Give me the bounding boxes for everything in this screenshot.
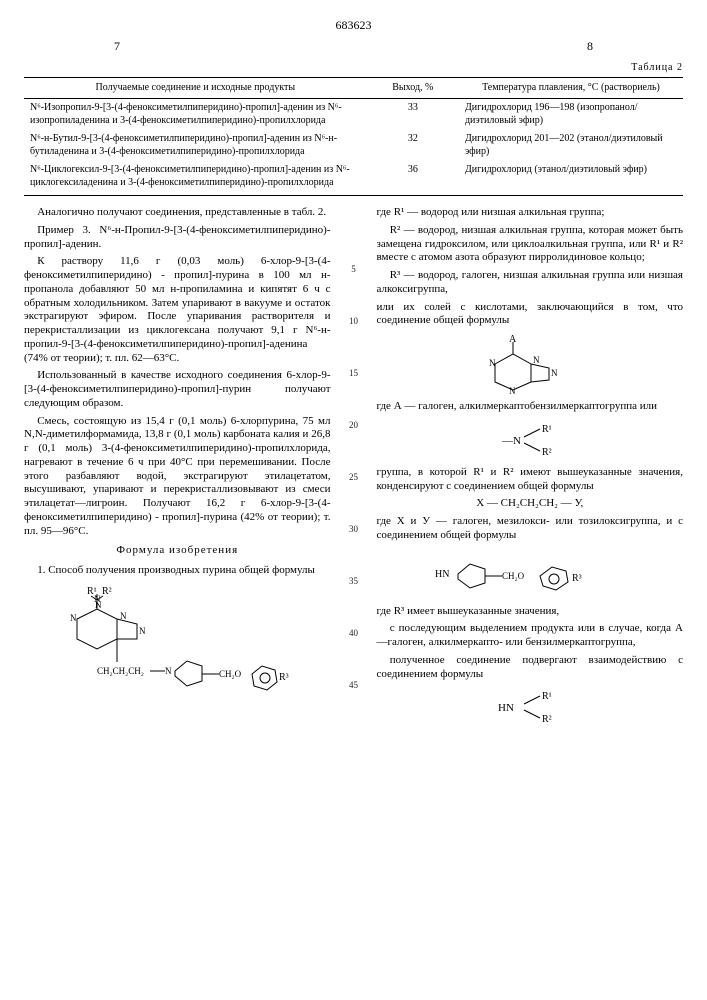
page-right: 8	[587, 39, 593, 54]
paragraph: Использованный в качестве исходного соед…	[24, 369, 331, 410]
table-2: Таблица 2 Получаемые соединение и исходн…	[24, 62, 683, 196]
svg-text:HN: HN	[498, 702, 514, 714]
structure-main: N N N N R¹ R² N CH₂CH₂CH₂ N	[24, 584, 331, 714]
svg-text:R²: R²	[102, 586, 112, 597]
paragraph: где X и У — галоген, мезилокси- или този…	[377, 515, 684, 543]
paragraph: Аналогично получают соединения, представ…	[24, 206, 331, 220]
paragraph: К раствору 11,6 г (0,03 моль) 6-хлор-9-[…	[24, 255, 331, 365]
table-row: N⁶-н-Бутил-9-[3-(4-феноксиметилпиперидин…	[24, 130, 683, 161]
table-header: Выход, %	[367, 77, 459, 99]
svg-text:—N: —N	[501, 435, 521, 447]
svg-text:N: N	[70, 613, 77, 623]
paragraph: 1. Способ получения производных пурина о…	[24, 564, 331, 578]
paragraph: Пример 3. N⁶-н-Пропил-9-[3-(4-феноксимет…	[24, 224, 331, 252]
paragraph: полученное соединение подвергают взаимод…	[377, 654, 684, 682]
chem-svg-icon: HN R¹ R²	[490, 687, 570, 727]
claims-heading: Формула изобретения	[24, 544, 331, 558]
structure-purine-a: A N N N N	[377, 334, 684, 394]
two-column-body: Аналогично получают соединения, представ…	[24, 206, 683, 733]
table-header: Получаемые соединение и исходные продукт…	[24, 77, 367, 99]
chem-svg-icon: A N N N N	[475, 334, 585, 394]
chem-svg-icon: N N N N R¹ R² N CH₂CH₂CH₂ N	[47, 584, 307, 714]
paragraph: R³ — водород, галоген, низшая алкильная …	[377, 269, 684, 297]
svg-text:HN: HN	[435, 569, 449, 580]
left-column: Аналогично получают соединения, представ…	[24, 206, 331, 733]
formula-xy: X — CH₂CH₂CH₂ — У,	[377, 497, 684, 511]
svg-text:R¹: R¹	[542, 424, 552, 435]
svg-text:CH₂O: CH₂O	[219, 669, 242, 679]
structure-piperidine-phenyl: HN CH₂O R³	[377, 549, 684, 599]
table-row: N⁶-Изопропил-9-[3-(4-феноксиметилпиперид…	[24, 99, 683, 131]
paragraph: с последующим выделением продукта или в …	[377, 622, 684, 650]
svg-text:CH₂O: CH₂O	[502, 571, 525, 581]
table-caption: Таблица 2	[24, 62, 683, 77]
chem-svg-icon: HN CH₂O R³	[430, 549, 630, 599]
svg-text:R²: R²	[542, 447, 552, 458]
svg-text:R³: R³	[572, 573, 582, 584]
svg-text:N: N	[139, 626, 146, 636]
svg-text:N: N	[120, 611, 127, 621]
svg-text:R¹: R¹	[542, 691, 552, 702]
svg-text:R²: R²	[542, 714, 552, 725]
paragraph: где R³ имеет вышеуказанные значения,	[377, 605, 684, 619]
right-column: где R¹ — водород или низшая алкильная гр…	[377, 206, 684, 733]
table-row: N⁶-Циклогексил-9-[3-(4-феноксиметилпипер…	[24, 161, 683, 196]
paragraph: где А — галоген, алкилмеркаптобензилмерк…	[377, 400, 684, 414]
document-number: 683623	[24, 18, 683, 33]
svg-text:N: N	[489, 358, 496, 368]
structure-nr1r2: —N R¹ R²	[377, 420, 684, 460]
paragraph: R² — водород, низшая алкильная группа, к…	[377, 224, 684, 265]
structure-hnr1r2: HN R¹ R²	[377, 687, 684, 727]
svg-text:R³: R³	[279, 672, 289, 683]
table-header: Температура плавления, °С (раствориель)	[459, 77, 683, 99]
paragraph: или их солей с кислотами, заключающийся …	[377, 301, 684, 329]
svg-text:N: N	[551, 368, 558, 378]
paragraph: Смесь, состоящую из 15,4 г (0,1 моль) 6-…	[24, 415, 331, 539]
page-numbers: 7 8	[114, 39, 593, 54]
svg-text:N: N	[533, 355, 540, 365]
line-number-gutter: 5 10 15 20 25 30 35 40 45	[345, 206, 363, 733]
paragraph: группа, в которой R¹ и R² имеют вышеуказ…	[377, 466, 684, 494]
svg-text:N: N	[509, 386, 516, 394]
page-left: 7	[114, 39, 120, 54]
chem-svg-icon: —N R¹ R²	[490, 420, 570, 460]
svg-text:A: A	[509, 334, 517, 345]
svg-text:CH₂CH₂CH₂: CH₂CH₂CH₂	[97, 666, 144, 676]
svg-text:N: N	[165, 666, 172, 676]
paragraph: где R¹ — водород или низшая алкильная гр…	[377, 206, 684, 220]
